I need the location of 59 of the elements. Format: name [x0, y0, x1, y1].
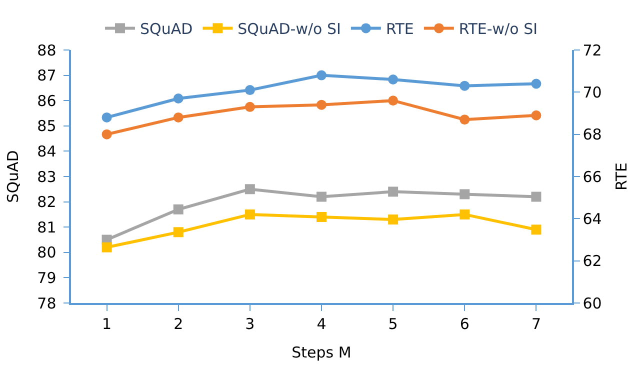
y2-tick-label: 66	[582, 168, 602, 186]
y-tick-label: 81	[37, 218, 56, 236]
point	[102, 129, 112, 140]
point	[173, 112, 184, 122]
legend-label: SQuAD	[140, 20, 193, 38]
point	[173, 227, 184, 238]
y2-tick-label: 72	[582, 41, 602, 60]
y2-axis-title: RTE	[612, 162, 630, 190]
point	[102, 242, 112, 252]
y-tick-label: 84	[37, 142, 56, 160]
point	[244, 85, 255, 96]
point	[388, 186, 398, 197]
x-tick-label: 3	[245, 314, 255, 333]
y-tick-label: 78	[37, 294, 56, 312]
point	[388, 214, 398, 225]
point	[102, 112, 112, 122]
point	[244, 102, 255, 112]
x-tick-label: 7	[531, 314, 541, 333]
point	[173, 204, 184, 214]
point	[388, 96, 398, 106]
x-tick-label: 2	[174, 314, 184, 333]
legend-label: SQuAD-w/o SI	[238, 20, 341, 38]
point	[460, 209, 470, 220]
y2-tick-label: 60	[582, 294, 602, 312]
x-axis-title: Steps M	[292, 343, 352, 362]
point	[173, 93, 184, 104]
point	[460, 80, 470, 91]
x-tick-label: 4	[316, 314, 326, 333]
x-tick-label: 6	[460, 314, 470, 333]
point	[316, 100, 326, 110]
point	[531, 192, 542, 202]
x-tick-label: 1	[102, 314, 112, 333]
y-tick-label: 83	[37, 168, 56, 186]
x-tick-label: 5	[388, 314, 398, 333]
y2-tick-label: 62	[582, 252, 602, 270]
point	[316, 70, 326, 80]
point	[531, 110, 542, 120]
y-tick-label: 79	[37, 268, 56, 287]
point	[316, 192, 326, 202]
point	[531, 78, 542, 89]
point	[244, 184, 255, 194]
point	[316, 212, 326, 222]
point	[388, 74, 398, 85]
y-axis-title: SQuAD	[4, 150, 22, 203]
y-tick-label: 82	[37, 193, 56, 212]
point	[531, 224, 542, 235]
point	[460, 189, 470, 200]
y2-tick-label: 70	[582, 83, 602, 102]
y-tick-label: 85	[37, 117, 56, 136]
point	[244, 209, 255, 220]
legend-label: RTE-w/o SI	[458, 20, 538, 38]
y-tick-label: 80	[37, 244, 56, 262]
y2-tick-label: 64	[582, 210, 602, 228]
point	[460, 114, 470, 125]
legend-label: RTE	[386, 20, 414, 38]
y2-tick-label: 68	[582, 126, 602, 144]
y-tick-label: 87	[37, 66, 56, 85]
y-tick-label: 86	[37, 92, 56, 110]
y-tick-label: 88	[37, 41, 56, 60]
